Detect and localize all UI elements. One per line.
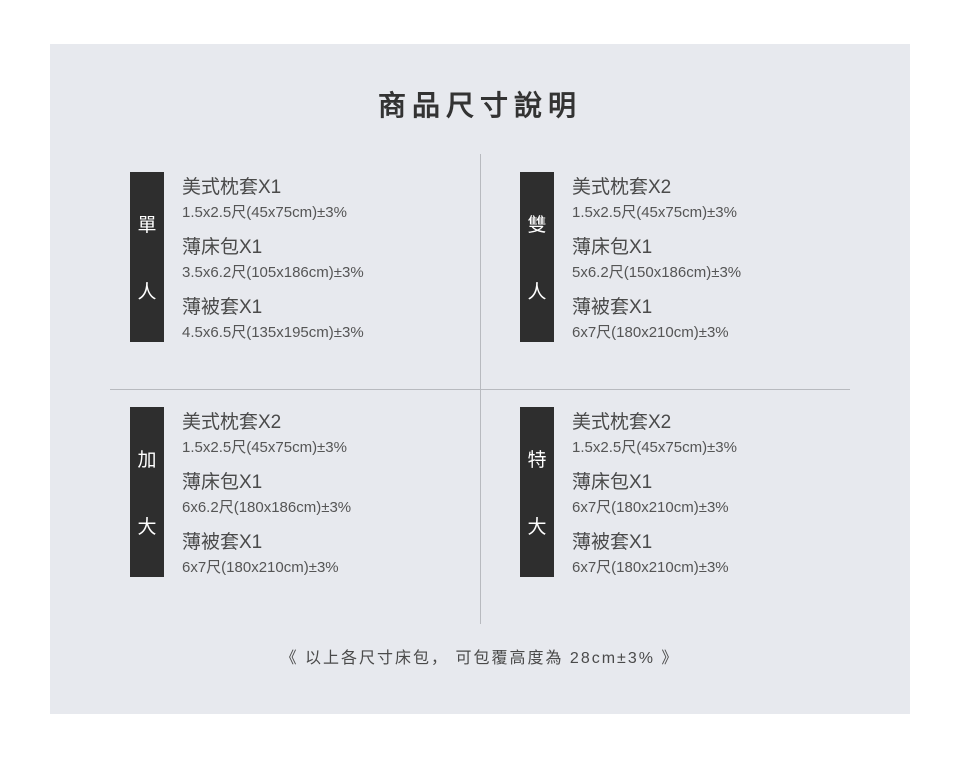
item-name: 美式枕套X1 (182, 172, 470, 199)
size-cell-queen: 加 大 美式枕套X2 1.5x2.5尺(45x75cm)±3% 薄床包X1 6x… (110, 389, 480, 624)
badge-char: 單 (137, 210, 156, 237)
item-list: 美式枕套X2 1.5x2.5尺(45x75cm)±3% 薄床包X1 6x7尺(1… (572, 407, 840, 587)
item-dim: 6x6.2尺(180x186cm)±3% (182, 496, 470, 517)
spec-item: 美式枕套X1 1.5x2.5尺(45x75cm)±3% (182, 172, 470, 222)
spec-item: 美式枕套X2 1.5x2.5尺(45x75cm)±3% (572, 407, 840, 457)
item-dim: 1.5x2.5尺(45x75cm)±3% (572, 201, 840, 222)
spec-item: 薄床包X1 5x6.2尺(150x186cm)±3% (572, 232, 840, 282)
item-name: 薄床包X1 (572, 467, 840, 494)
item-dim: 1.5x2.5尺(45x75cm)±3% (182, 201, 470, 222)
item-list: 美式枕套X2 1.5x2.5尺(45x75cm)±3% 薄床包X1 6x6.2尺… (182, 407, 470, 587)
spec-item: 美式枕套X2 1.5x2.5尺(45x75cm)±3% (572, 172, 840, 222)
spec-item: 薄被套X1 6x7尺(180x210cm)±3% (182, 527, 470, 577)
badge-char: 大 (527, 512, 546, 539)
spec-item: 薄床包X1 3.5x6.2尺(105x186cm)±3% (182, 232, 470, 282)
item-name: 薄被套X1 (572, 292, 840, 319)
spec-item: 薄床包X1 6x6.2尺(180x186cm)±3% (182, 467, 470, 517)
panel-title: 商品尺寸說明 (110, 84, 850, 124)
size-badge-king: 特 大 (520, 407, 554, 577)
item-dim: 6x7尺(180x210cm)±3% (572, 496, 840, 517)
size-cell-double: 雙 人 美式枕套X2 1.5x2.5尺(45x75cm)±3% 薄床包X1 5x… (480, 154, 850, 389)
badge-char: 雙 (527, 210, 546, 237)
item-dim: 1.5x2.5尺(45x75cm)±3% (572, 436, 840, 457)
item-name: 薄床包X1 (572, 232, 840, 259)
item-dim: 6x7尺(180x210cm)±3% (182, 556, 470, 577)
item-name: 美式枕套X2 (572, 407, 840, 434)
size-cell-single: 單 人 美式枕套X1 1.5x2.5尺(45x75cm)±3% 薄床包X1 3.… (110, 154, 480, 389)
size-grid: 單 人 美式枕套X1 1.5x2.5尺(45x75cm)±3% 薄床包X1 3.… (110, 154, 850, 624)
item-dim: 5x6.2尺(150x186cm)±3% (572, 261, 840, 282)
footer-note: 《 以上各尺寸床包， 可包覆高度為 28cm±3% 》 (110, 644, 850, 668)
spec-item: 薄床包X1 6x7尺(180x210cm)±3% (572, 467, 840, 517)
size-badge-queen: 加 大 (130, 407, 164, 577)
item-name: 薄被套X1 (182, 527, 470, 554)
item-dim: 1.5x2.5尺(45x75cm)±3% (182, 436, 470, 457)
spec-item: 薄被套X1 6x7尺(180x210cm)±3% (572, 292, 840, 342)
item-dim: 6x7尺(180x210cm)±3% (572, 556, 840, 577)
item-name: 薄被套X1 (572, 527, 840, 554)
badge-char: 特 (527, 445, 546, 472)
badge-char: 大 (137, 512, 156, 539)
item-name: 美式枕套X2 (182, 407, 470, 434)
item-name: 美式枕套X2 (572, 172, 840, 199)
item-name: 薄床包X1 (182, 467, 470, 494)
size-badge-single: 單 人 (130, 172, 164, 342)
size-spec-panel: 商品尺寸說明 單 人 美式枕套X1 1.5x2.5尺(45x75cm)±3% 薄… (50, 44, 910, 714)
item-dim: 4.5x6.5尺(135x195cm)±3% (182, 321, 470, 342)
item-name: 薄床包X1 (182, 232, 470, 259)
item-list: 美式枕套X2 1.5x2.5尺(45x75cm)±3% 薄床包X1 5x6.2尺… (572, 172, 840, 352)
item-list: 美式枕套X1 1.5x2.5尺(45x75cm)±3% 薄床包X1 3.5x6.… (182, 172, 470, 352)
item-dim: 3.5x6.2尺(105x186cm)±3% (182, 261, 470, 282)
badge-char: 加 (137, 445, 156, 472)
item-name: 薄被套X1 (182, 292, 470, 319)
spec-item: 薄被套X1 4.5x6.5尺(135x195cm)±3% (182, 292, 470, 342)
spec-item: 美式枕套X2 1.5x2.5尺(45x75cm)±3% (182, 407, 470, 457)
badge-char: 人 (137, 277, 156, 304)
spec-item: 薄被套X1 6x7尺(180x210cm)±3% (572, 527, 840, 577)
size-cell-king: 特 大 美式枕套X2 1.5x2.5尺(45x75cm)±3% 薄床包X1 6x… (480, 389, 850, 624)
size-badge-double: 雙 人 (520, 172, 554, 342)
item-dim: 6x7尺(180x210cm)±3% (572, 321, 840, 342)
badge-char: 人 (527, 277, 546, 304)
